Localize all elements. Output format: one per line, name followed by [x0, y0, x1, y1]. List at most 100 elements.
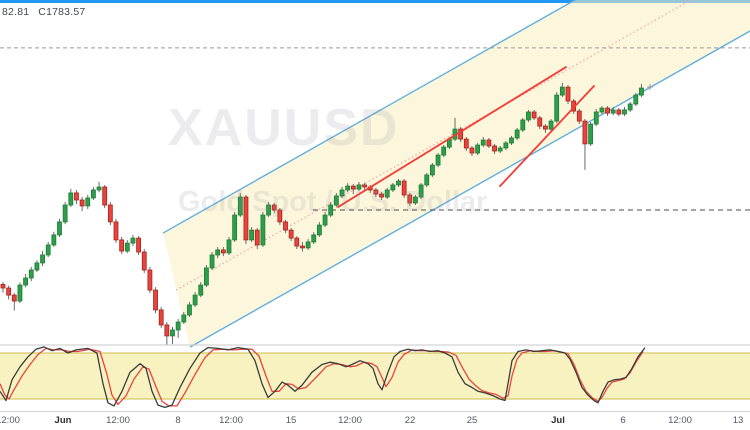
candle-body: [68, 192, 74, 206]
candle-body: [141, 251, 147, 271]
candle-body: [130, 237, 136, 244]
stochastic-k-line: [0, 346, 646, 409]
candle-body: [266, 204, 271, 216]
time-axis[interactable]: 12:00 Jun 12:00 8 12:00 15 12:00 22 25 Jul 6 12:00 1…: [0, 411, 750, 430]
candle-body: [181, 314, 187, 323]
candle-body: [209, 254, 215, 269]
candle-body: [283, 221, 288, 231]
candle-body: [520, 119, 526, 131]
candle-body: [463, 138, 469, 149]
candle-body: [333, 195, 339, 206]
candle-body: [28, 269, 34, 279]
candle-body: [322, 214, 328, 226]
candle-body: [300, 245, 305, 249]
candle-body: [153, 289, 158, 311]
candle-body: [356, 184, 362, 190]
candle-body: [23, 277, 29, 286]
candle-body: [345, 185, 351, 191]
candle-body: [435, 154, 441, 166]
candle-body: [565, 86, 571, 102]
candle-body: [164, 324, 170, 337]
candle-body: [57, 221, 62, 236]
candle-body: [475, 144, 481, 154]
candle-body: [543, 125, 548, 130]
candle-body: [610, 109, 616, 114]
time-axis-label: 12:00: [338, 415, 362, 426]
candle-body: [458, 128, 464, 140]
candle-body: [401, 180, 407, 196]
candle-body: [277, 209, 283, 223]
candle-body: [51, 234, 57, 246]
candle-body: [6, 287, 12, 296]
channel-upper-line: [162, 0, 577, 234]
candle-body: [509, 137, 514, 144]
candle-body: [187, 304, 192, 316]
candle-body: [497, 147, 503, 152]
candle-body: [170, 329, 175, 337]
ohlc-close-value: C1783.57: [38, 6, 86, 18]
channel-lower-line: [189, 30, 750, 348]
candle-body: [599, 107, 605, 113]
candle-body: [260, 214, 266, 246]
candle-body: [429, 164, 435, 176]
ohlc-legend: 82.81 C1783.57: [2, 6, 94, 18]
candle-body: [311, 234, 317, 243]
candle-body: [232, 214, 238, 241]
candle-body: [407, 194, 413, 204]
candle-body: [616, 109, 622, 115]
candle-body: [537, 117, 543, 127]
candle-body: [588, 123, 593, 145]
time-axis-label: 13: [732, 415, 744, 426]
candle-body: [40, 254, 45, 264]
candle-body: [79, 199, 85, 207]
candle-body: [605, 107, 610, 114]
candle-body: [305, 241, 311, 249]
candle-body: [254, 229, 260, 246]
candle-body: [107, 204, 113, 223]
candle-body: [379, 193, 384, 198]
candle-body: [582, 120, 588, 145]
candle-body: [74, 192, 79, 201]
candle-body: [418, 184, 424, 198]
candle-body: [339, 189, 345, 197]
candle-body: [11, 294, 17, 302]
candle-body: [124, 242, 130, 252]
candle-body: [554, 94, 560, 122]
candle-body: [226, 239, 232, 254]
time-axis-label: 15: [285, 415, 297, 426]
channel-fill: [163, 0, 750, 348]
candle-body: [531, 111, 537, 119]
candle-body: [441, 146, 447, 156]
candle-body: [639, 87, 644, 96]
time-axis-label: 25: [466, 415, 478, 426]
candle-body: [469, 147, 475, 154]
time-axis-label: 6: [620, 415, 626, 426]
candle-body: [249, 229, 255, 241]
candle-body: [362, 184, 368, 188]
time-axis-label: Jul: [551, 415, 565, 426]
candle-body: [113, 221, 119, 241]
candle-body: [147, 269, 153, 291]
candle-body: [192, 294, 198, 306]
candle-body: [271, 204, 277, 211]
candle-body: [158, 309, 164, 326]
candle-body: [294, 237, 300, 247]
candle-body: [62, 204, 68, 223]
candle-body: [486, 139, 492, 147]
candle-body: [576, 110, 582, 122]
time-axis-label: Jun: [54, 415, 72, 426]
candle-body: [492, 145, 497, 152]
candle-body: [243, 196, 249, 241]
candle-body: [424, 174, 430, 186]
time-axis-label: 12:00: [668, 415, 692, 426]
candle-body: [45, 244, 51, 256]
candle-body: [102, 186, 108, 206]
time-axis-label: 22: [404, 415, 416, 426]
time-axis-label: 8: [175, 415, 181, 426]
top-accent-bar: [0, 0, 750, 3]
candle-body: [514, 129, 520, 139]
ohlc-low-value: 82.81: [2, 6, 30, 18]
candle-body: [220, 249, 226, 254]
